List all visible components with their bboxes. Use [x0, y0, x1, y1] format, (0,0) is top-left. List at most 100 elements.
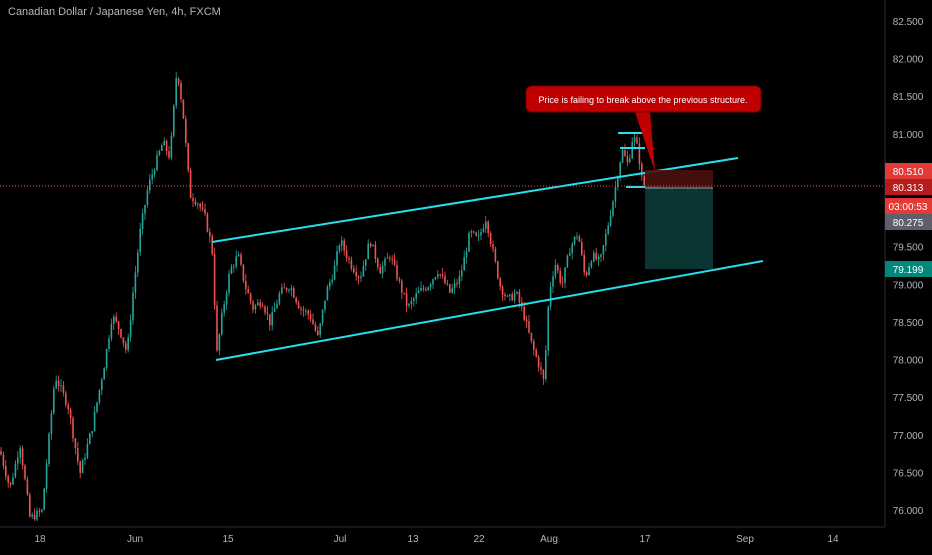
candle	[605, 228, 607, 252]
candle	[48, 431, 50, 467]
candle	[425, 286, 427, 292]
candle	[264, 304, 266, 316]
candle	[470, 229, 473, 238]
candle	[201, 200, 204, 212]
candle-body	[240, 254, 242, 265]
candle	[602, 244, 605, 261]
candle-body	[535, 349, 537, 357]
price-tick-label: 81.000	[893, 130, 924, 141]
candle	[163, 137, 165, 146]
candle-body	[492, 244, 494, 249]
candle	[101, 377, 103, 396]
candle	[276, 299, 278, 309]
candle-body	[499, 278, 501, 287]
candle-body	[329, 282, 331, 287]
candle-body	[125, 343, 127, 350]
channel-lower-line[interactable]	[215, 260, 764, 361]
target-price-tag: 79.199	[893, 265, 924, 276]
candle	[257, 299, 259, 306]
candle	[300, 306, 302, 315]
candle	[156, 150, 158, 172]
candle	[81, 458, 84, 474]
candle	[415, 287, 417, 304]
time-tick-label: Jul	[334, 534, 347, 545]
candle-body	[624, 149, 626, 157]
candle	[29, 492, 31, 518]
candle	[566, 254, 569, 269]
candle-body	[636, 137, 638, 144]
entry-price-tag-bg	[885, 214, 932, 230]
candle	[413, 296, 415, 307]
candle	[127, 333, 129, 353]
candle-body	[62, 385, 65, 393]
price-tick-label: 79.500	[893, 243, 924, 254]
candle	[9, 481, 12, 488]
candle	[581, 238, 583, 257]
candle-body	[609, 215, 612, 226]
candle-body	[588, 267, 590, 276]
candle-body	[209, 231, 211, 237]
candle-body	[36, 510, 38, 520]
candle-body	[545, 350, 547, 380]
candle	[185, 115, 187, 147]
candle-body	[271, 311, 273, 326]
candle-body	[439, 274, 441, 276]
candle-body	[607, 225, 609, 234]
candle-body	[554, 264, 557, 277]
candle-body	[72, 418, 74, 439]
candle-body	[53, 388, 55, 414]
candle	[108, 335, 110, 352]
candle	[161, 143, 163, 152]
candle-body	[631, 141, 633, 159]
candle-body	[425, 289, 427, 291]
take-profit-zone[interactable]	[645, 188, 713, 269]
candle	[319, 322, 321, 338]
candle-body	[353, 268, 355, 273]
candle-body	[590, 261, 593, 268]
upper-price-tag-bg	[885, 163, 932, 179]
candle-body	[410, 300, 413, 305]
candle	[213, 247, 216, 310]
candle-body	[278, 293, 281, 304]
candle	[199, 202, 201, 212]
candle-body	[595, 252, 597, 260]
candle-body	[612, 201, 614, 216]
candle	[451, 283, 453, 294]
candle	[357, 274, 360, 285]
time-tick-label: Sep	[736, 534, 754, 545]
candle-body	[384, 258, 386, 266]
candle	[477, 229, 480, 242]
candle	[537, 354, 540, 372]
candle-body	[405, 293, 408, 306]
candle	[259, 299, 261, 310]
stop-loss-zone[interactable]	[645, 170, 713, 188]
candle-body	[204, 208, 206, 214]
candle	[233, 263, 235, 273]
candle	[12, 472, 14, 486]
price-tick-label: 77.500	[893, 393, 924, 404]
candle-body	[374, 244, 377, 259]
candle	[129, 314, 132, 342]
time-axis[interactable]: 18 Jun 15 Jul 13 22 Aug 17 Sep 14	[34, 534, 839, 545]
candle	[501, 285, 504, 302]
candle	[353, 265, 355, 274]
candle-body	[79, 461, 81, 473]
candle-body	[144, 204, 146, 214]
candle-body	[235, 256, 237, 267]
time-tick-label: Jun	[127, 534, 143, 545]
candle	[348, 255, 350, 264]
current-price-tag: 80.313	[893, 183, 924, 194]
candle-body	[165, 140, 168, 152]
candle-body	[285, 288, 288, 291]
candle-body	[494, 248, 497, 262]
candle-body	[365, 259, 367, 266]
candle	[487, 220, 489, 238]
candle-body	[480, 231, 482, 236]
candle	[621, 146, 624, 164]
candle-body	[269, 314, 271, 326]
candle-body	[187, 143, 189, 171]
candle-body	[333, 265, 336, 280]
annotation-callout[interactable]: Price is failing to break above the prev…	[525, 85, 762, 172]
candle	[180, 80, 182, 103]
